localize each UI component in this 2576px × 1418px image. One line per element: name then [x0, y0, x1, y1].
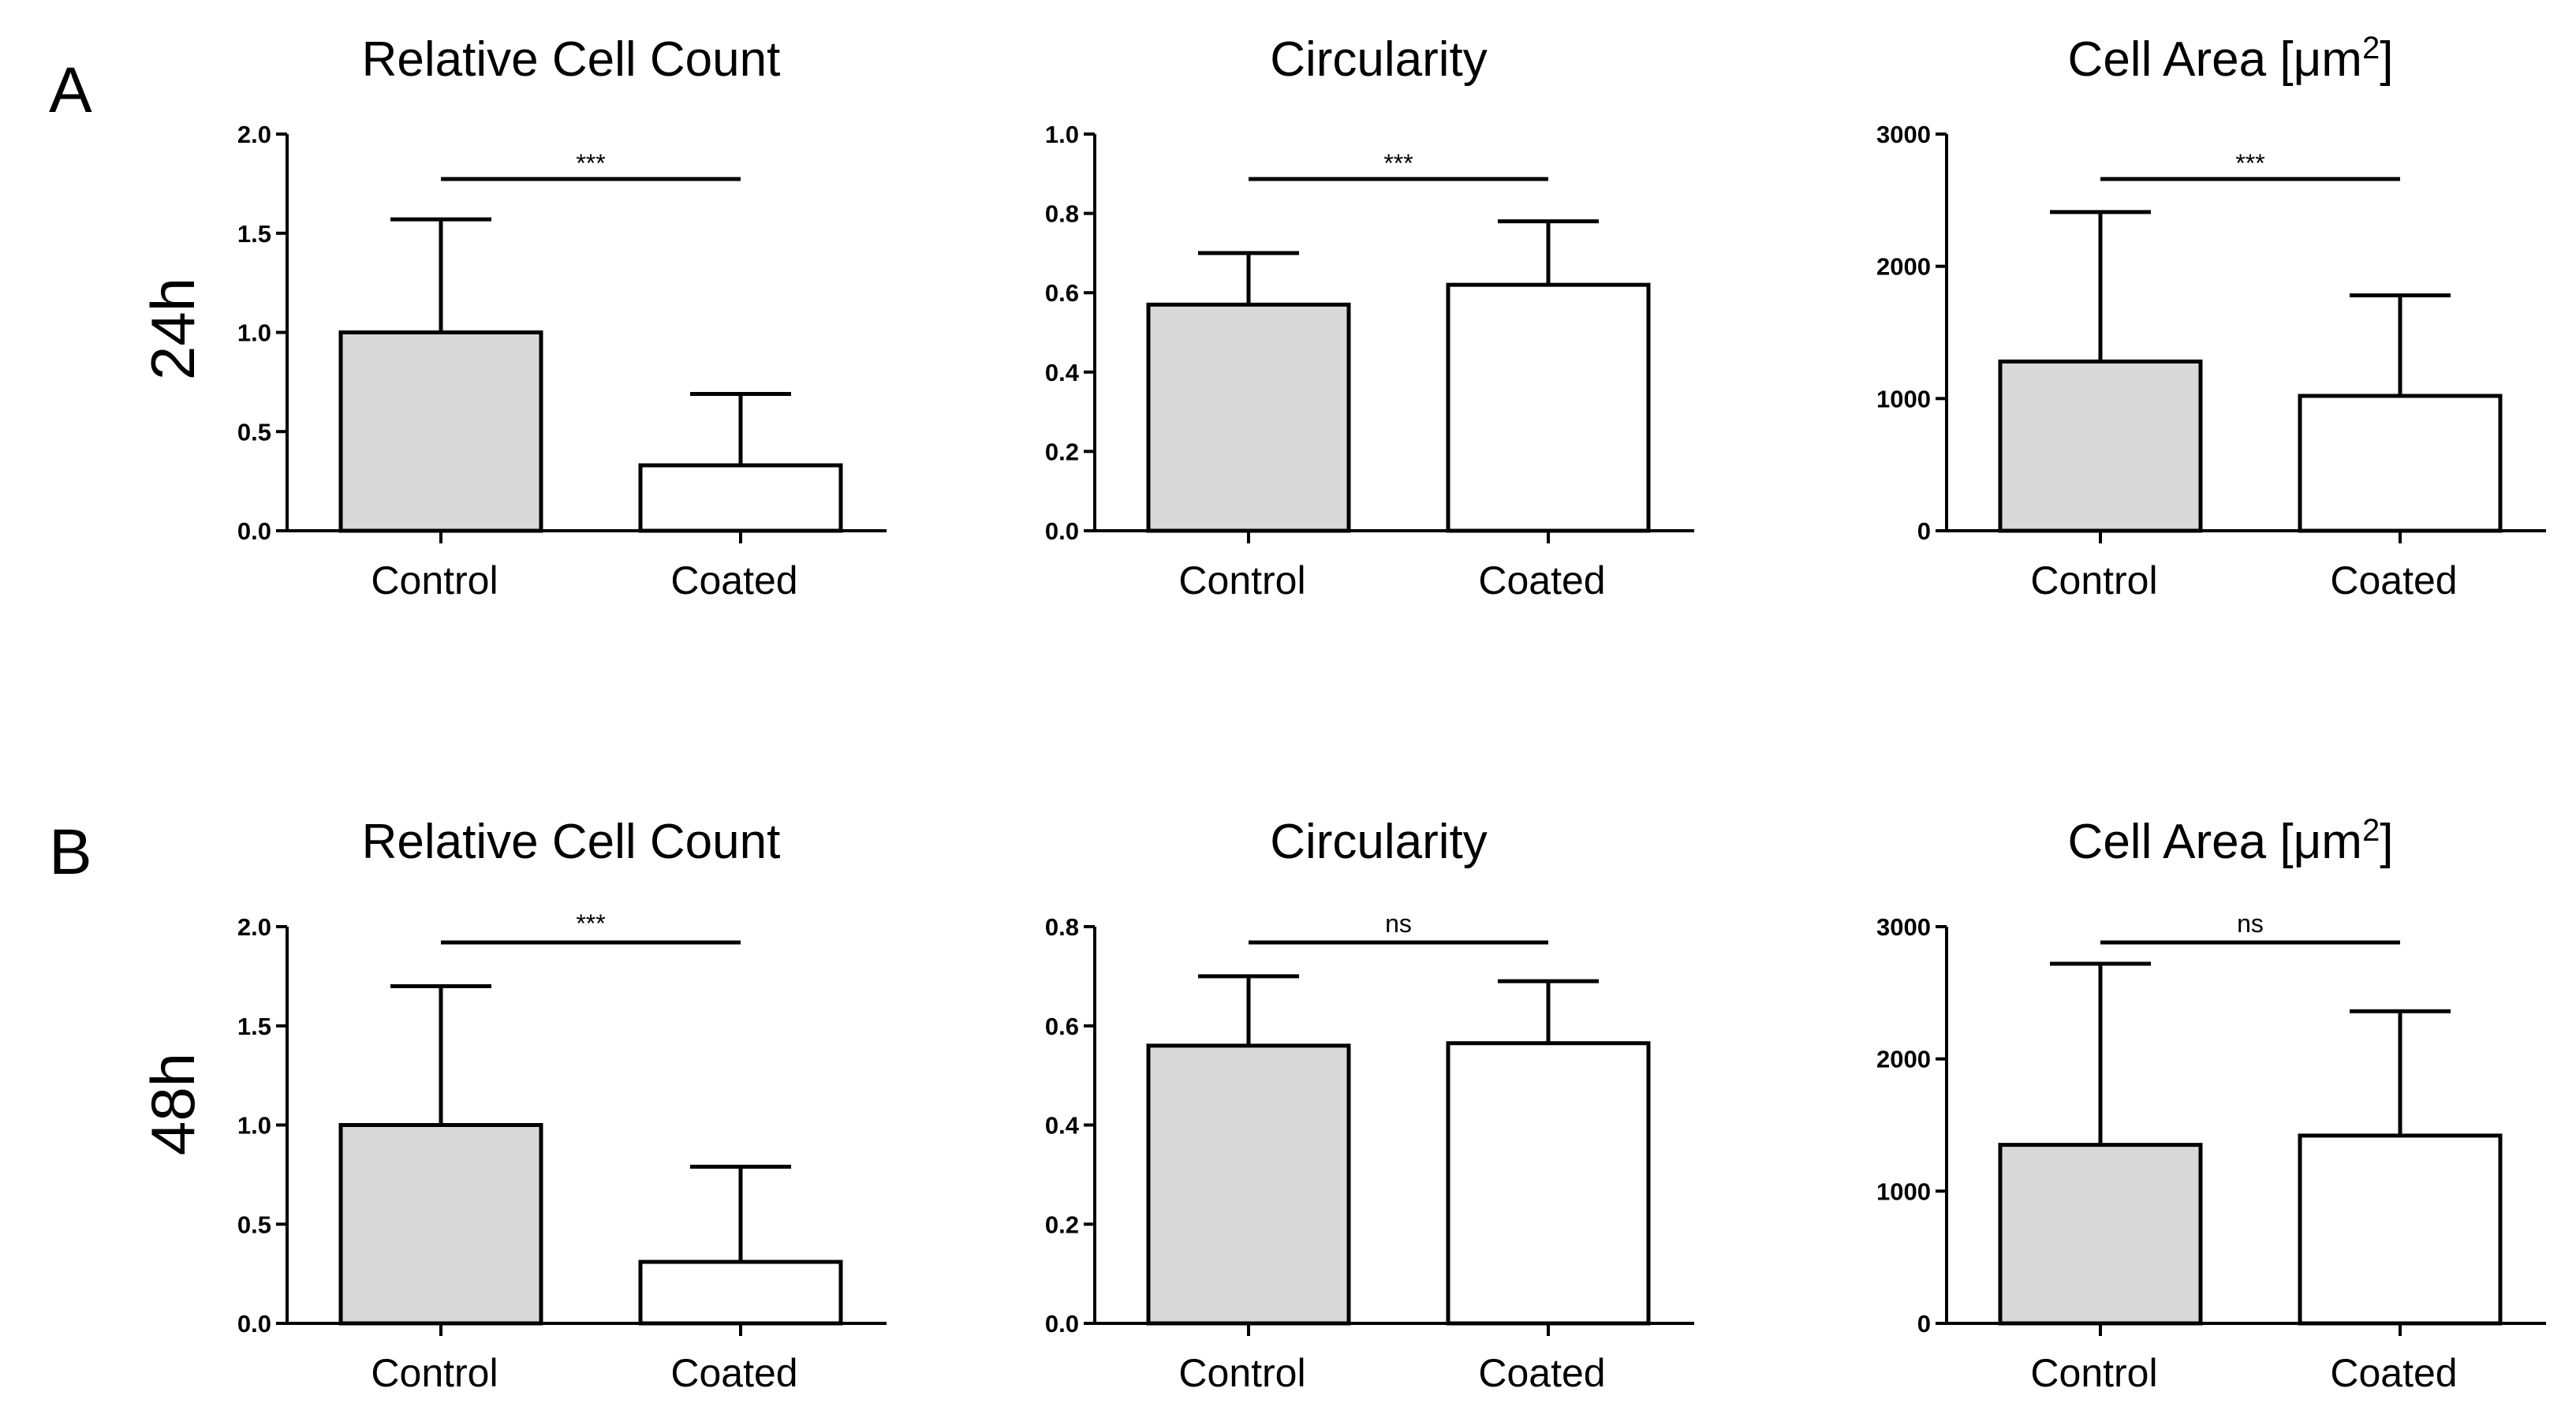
y-tick-label: 2.0 — [237, 913, 271, 941]
title-superscript: 2 — [2362, 813, 2380, 848]
bar-control — [338, 1123, 543, 1326]
y-tick-label: 0.2 — [1045, 1211, 1079, 1238]
x-tick-label-control: Control — [371, 1351, 498, 1395]
x-tick-label-coated: Coated — [670, 1351, 797, 1395]
significance-label: ns — [2237, 909, 2264, 938]
significance-label: ns — [1385, 909, 1412, 938]
bar-control — [1146, 1043, 1351, 1326]
y-tick-label: 1000 — [1876, 1177, 1931, 1205]
significance-label: *** — [576, 149, 605, 177]
title-bracket: ] — [2380, 815, 2393, 869]
y-tick-label: 0.8 — [1045, 913, 1079, 941]
y-tick-label: 0.4 — [1045, 359, 1080, 386]
chart-6: Cell Area [μm2] 0 1000 2000 3000 Control Coate… — [1876, 813, 2546, 1395]
x-tick-label-coated: Coated — [2330, 558, 2457, 603]
bar-coated — [1446, 1041, 1651, 1326]
chart-title: Circularity — [1270, 32, 1488, 87]
chart-title: Relative Cell Count — [362, 815, 781, 869]
significance-label: *** — [576, 909, 605, 938]
chart-1: Relative Cell Count 0.0 0.5 1.0 1.5 2.0 Contro… — [237, 32, 887, 603]
chart-title: Cell Area [μm2] — [2068, 813, 2394, 869]
y-tick-label: 2.0 — [237, 121, 271, 148]
y-tick-label: 0.0 — [1045, 517, 1079, 545]
bar-coated — [638, 463, 843, 533]
bar-coated — [1446, 282, 1651, 533]
y-tick-label: 1.0 — [1045, 121, 1079, 148]
row-label-48h: 48h — [138, 1053, 207, 1155]
bar-control — [1998, 1143, 2203, 1326]
row-label-24h: 24h — [138, 278, 207, 380]
y-tick-label: 0.0 — [237, 517, 271, 545]
y-tick-label: 1.5 — [237, 220, 271, 248]
x-tick-label-control: Control — [371, 558, 498, 603]
y-tick-label: 0.6 — [1045, 1013, 1079, 1040]
x-tick-label-coated: Coated — [1478, 1351, 1605, 1395]
bar-coated — [2298, 394, 2503, 533]
x-tick-label-coated: Coated — [670, 558, 797, 603]
chart-2: Circularity 0.0 0.2 0.4 0.6 0.8 1.0 Control Coat… — [1045, 32, 1694, 603]
x-tick-label-control: Control — [2030, 558, 2157, 603]
x-tick-label-coated: Coated — [1478, 558, 1605, 603]
significance-label: *** — [1383, 149, 1413, 177]
y-tick-label: 0.0 — [237, 1310, 271, 1338]
bar-control — [1146, 302, 1351, 533]
panel-label-a: A — [49, 54, 92, 126]
x-tick-label-control: Control — [1178, 1351, 1305, 1395]
x-tick-label-control: Control — [1178, 558, 1305, 603]
y-tick-label: 1.5 — [237, 1013, 271, 1040]
chart-title: Circularity — [1270, 815, 1488, 869]
y-tick-label: 2000 — [1876, 253, 1931, 281]
chart-4: Relative Cell Count 0.0 0.5 1.0 1.5 2.0 Contro… — [237, 815, 887, 1395]
y-tick-label: 3000 — [1876, 121, 1931, 148]
y-tick-label: 3000 — [1876, 913, 1931, 941]
bar-coated — [2298, 1133, 2503, 1326]
y-tick-label: 1.0 — [237, 319, 271, 347]
chart-title: Relative Cell Count — [362, 32, 781, 87]
charts-layer: Relative Cell Count 0.0 0.5 1.0 1.5 2.0 Contro… — [237, 31, 2546, 1395]
significance-label: *** — [2235, 149, 2264, 177]
bar-control — [338, 330, 543, 533]
x-tick-label-coated: Coated — [2330, 1351, 2457, 1395]
chart-5: Circularity 0.0 0.2 0.4 0.6 0.8 Control Coated n… — [1045, 815, 1694, 1395]
y-tick-label: 0.6 — [1045, 279, 1079, 307]
y-tick-label: 1.0 — [237, 1112, 271, 1140]
title-superscript: 2 — [2362, 31, 2380, 65]
y-tick-label: 1000 — [1876, 385, 1931, 412]
y-tick-label: 0.5 — [237, 1211, 271, 1238]
y-tick-label: 0.8 — [1045, 200, 1079, 228]
y-tick-label: 0.5 — [237, 418, 271, 446]
bar-control — [1998, 359, 2203, 533]
y-tick-label: 0.4 — [1045, 1112, 1080, 1140]
chart-3: Cell Area [μm2] 0 1000 2000 3000 Control Coate… — [1876, 31, 2546, 603]
title-bracket: ] — [2380, 32, 2393, 87]
y-tick-label: 0.0 — [1045, 1310, 1079, 1338]
panel-label-b: B — [49, 816, 92, 888]
x-tick-label-control: Control — [2030, 1351, 2157, 1395]
bar-coated — [638, 1259, 843, 1326]
y-tick-label: 2000 — [1876, 1046, 1931, 1073]
chart-title: Cell Area [μm2] — [2068, 31, 2394, 87]
y-tick-label: 0.2 — [1045, 438, 1079, 465]
y-tick-label: 0 — [1917, 1310, 1931, 1338]
y-tick-label: 0 — [1917, 517, 1931, 545]
